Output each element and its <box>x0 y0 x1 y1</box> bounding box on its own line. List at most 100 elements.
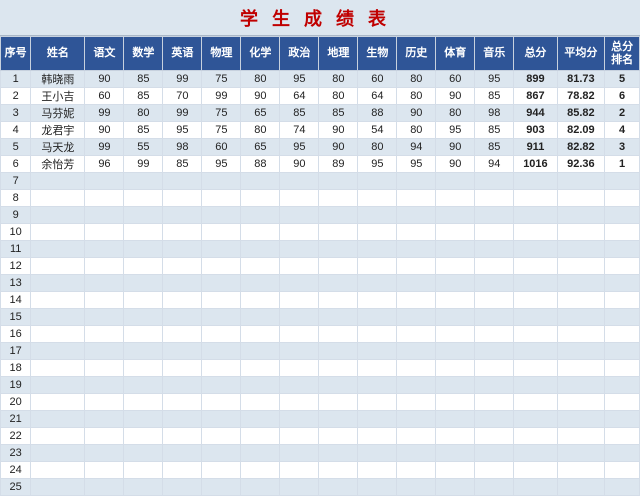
col-s7: 地理 <box>319 37 358 71</box>
cell-s4 <box>202 462 241 479</box>
cell-avg: 81.73 <box>557 71 605 88</box>
cell-s8 <box>358 445 397 462</box>
cell-s3 <box>163 394 202 411</box>
cell-total <box>514 445 557 462</box>
cell-s5 <box>241 360 280 377</box>
cell-name <box>31 309 85 326</box>
cell-s3 <box>163 224 202 241</box>
cell-s1 <box>85 309 124 326</box>
cell-s7: 90 <box>319 122 358 139</box>
cell-s7 <box>319 394 358 411</box>
cell-s9 <box>397 360 436 377</box>
cell-s10 <box>436 309 475 326</box>
cell-s2 <box>124 207 163 224</box>
cell-name <box>31 360 85 377</box>
cell-s11 <box>475 190 514 207</box>
cell-total <box>514 173 557 190</box>
cell-s7 <box>319 411 358 428</box>
cell-rank <box>605 411 640 428</box>
cell-s11 <box>475 207 514 224</box>
cell-s4 <box>202 224 241 241</box>
cell-s5 <box>241 207 280 224</box>
cell-name <box>31 462 85 479</box>
cell-name <box>31 479 85 496</box>
cell-s2: 85 <box>124 71 163 88</box>
cell-seq: 9 <box>1 207 31 224</box>
cell-s10 <box>436 224 475 241</box>
cell-s2 <box>124 241 163 258</box>
cell-s4 <box>202 445 241 462</box>
cell-s6 <box>280 292 319 309</box>
cell-s4 <box>202 377 241 394</box>
cell-s11: 95 <box>475 71 514 88</box>
cell-s10 <box>436 428 475 445</box>
cell-s6 <box>280 173 319 190</box>
cell-s1 <box>85 343 124 360</box>
cell-s7 <box>319 462 358 479</box>
cell-s5: 88 <box>241 156 280 173</box>
cell-s4: 75 <box>202 122 241 139</box>
cell-s1 <box>85 173 124 190</box>
cell-s4 <box>202 309 241 326</box>
cell-s4: 60 <box>202 139 241 156</box>
cell-s7 <box>319 190 358 207</box>
cell-s6 <box>280 241 319 258</box>
cell-name <box>31 343 85 360</box>
cell-name <box>31 326 85 343</box>
cell-rank <box>605 428 640 445</box>
cell-s11: 85 <box>475 88 514 105</box>
cell-s7 <box>319 445 358 462</box>
cell-s7 <box>319 428 358 445</box>
cell-s4: 75 <box>202 105 241 122</box>
cell-s8 <box>358 190 397 207</box>
cell-s2: 85 <box>124 88 163 105</box>
cell-s2 <box>124 173 163 190</box>
cell-s2 <box>124 343 163 360</box>
cell-s4 <box>202 275 241 292</box>
cell-s2 <box>124 309 163 326</box>
cell-s10 <box>436 445 475 462</box>
cell-s1 <box>85 394 124 411</box>
cell-s10 <box>436 241 475 258</box>
table-row: 16 <box>1 326 640 343</box>
cell-avg <box>557 241 605 258</box>
cell-rank: 6 <box>605 88 640 105</box>
cell-total <box>514 275 557 292</box>
cell-avg <box>557 326 605 343</box>
cell-s7 <box>319 207 358 224</box>
cell-s10 <box>436 292 475 309</box>
table-row: 25 <box>1 479 640 496</box>
cell-s10 <box>436 258 475 275</box>
cell-s7: 85 <box>319 105 358 122</box>
cell-seq: 7 <box>1 173 31 190</box>
table-row: 8 <box>1 190 640 207</box>
cell-s4 <box>202 173 241 190</box>
cell-rank <box>605 190 640 207</box>
cell-seq: 12 <box>1 258 31 275</box>
cell-rank <box>605 173 640 190</box>
cell-s3 <box>163 173 202 190</box>
cell-s11 <box>475 428 514 445</box>
col-s8: 生物 <box>358 37 397 71</box>
table-row: 14 <box>1 292 640 309</box>
cell-s6 <box>280 377 319 394</box>
cell-name: 马芬妮 <box>31 105 85 122</box>
cell-s7 <box>319 326 358 343</box>
cell-s4 <box>202 428 241 445</box>
cell-s4 <box>202 411 241 428</box>
col-s2: 数学 <box>124 37 163 71</box>
cell-s3: 99 <box>163 105 202 122</box>
cell-rank <box>605 292 640 309</box>
table-row: 7 <box>1 173 640 190</box>
cell-s8 <box>358 394 397 411</box>
col-rank: 总分排名 <box>605 37 640 71</box>
cell-s3 <box>163 190 202 207</box>
cell-s2 <box>124 258 163 275</box>
cell-s2: 80 <box>124 105 163 122</box>
cell-avg <box>557 411 605 428</box>
cell-s2 <box>124 275 163 292</box>
table-row: 5马天龙995598606595908094908591182.823 <box>1 139 640 156</box>
cell-s9 <box>397 275 436 292</box>
cell-s6 <box>280 411 319 428</box>
cell-name: 龙君宇 <box>31 122 85 139</box>
